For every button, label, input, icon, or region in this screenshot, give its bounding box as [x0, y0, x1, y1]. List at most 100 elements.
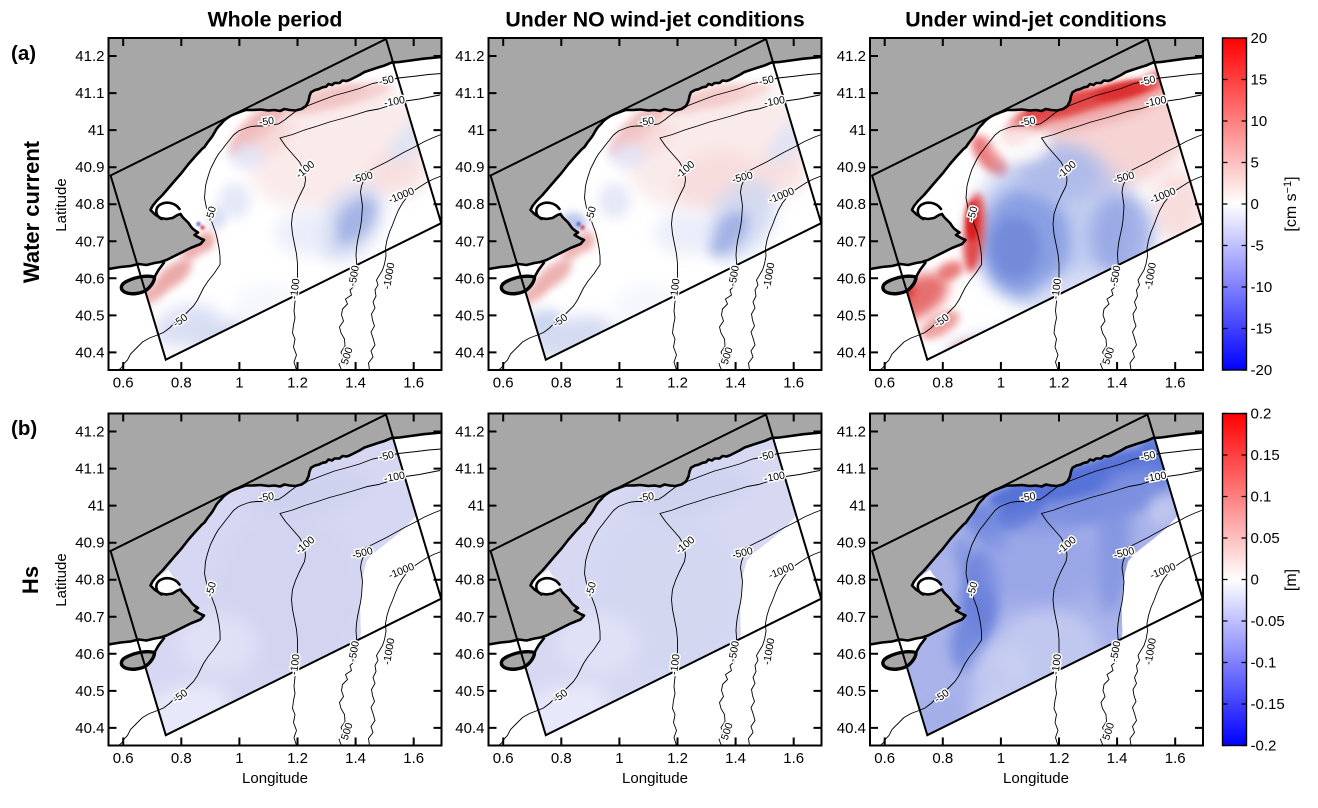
svg-text:40.8: 40.8 [455, 572, 484, 589]
svg-text:(a): (a) [11, 42, 36, 65]
svg-text:41.2: 41.2 [75, 48, 104, 65]
svg-text:-100: -100 [1145, 470, 1168, 485]
svg-text:40.9: 40.9 [837, 159, 866, 176]
svg-text:-100: -100 [288, 653, 302, 675]
svg-text:1.2: 1.2 [667, 750, 688, 767]
svg-text:40.4: 40.4 [837, 344, 866, 361]
svg-text:40.7: 40.7 [837, 609, 866, 626]
svg-text:-50: -50 [584, 205, 600, 223]
svg-text:0.05: 0.05 [1251, 530, 1280, 547]
svg-text:[m]: [m] [1283, 569, 1300, 591]
svg-text:40.8: 40.8 [75, 572, 104, 589]
svg-text:0.2: 0.2 [1251, 406, 1272, 423]
svg-text:-50: -50 [1139, 73, 1156, 88]
svg-text:41.2: 41.2 [837, 424, 866, 441]
svg-text:41: 41 [88, 498, 105, 515]
svg-text:1.6: 1.6 [1165, 750, 1186, 767]
svg-text:5: 5 [1251, 155, 1259, 172]
svg-text:41: 41 [849, 122, 866, 139]
svg-text:1.4: 1.4 [345, 750, 366, 767]
svg-text:1.2: 1.2 [1049, 375, 1070, 392]
svg-text:40.8: 40.8 [455, 196, 484, 213]
svg-text:1.6: 1.6 [783, 375, 804, 392]
svg-text:0.8: 0.8 [932, 750, 953, 767]
svg-text:41.1: 41.1 [455, 461, 484, 478]
svg-text:0.6: 0.6 [874, 375, 895, 392]
svg-text:-5: -5 [1251, 238, 1264, 255]
svg-text:41.1: 41.1 [75, 85, 104, 102]
svg-text:-100: -100 [763, 470, 786, 485]
svg-text:40.6: 40.6 [75, 270, 104, 287]
svg-text:40.7: 40.7 [455, 609, 484, 626]
svg-text:1.2: 1.2 [287, 750, 308, 767]
svg-text:Water current: Water current [19, 140, 44, 283]
svg-text:1.4: 1.4 [345, 375, 366, 392]
svg-text:40.6: 40.6 [837, 270, 866, 287]
svg-text:-50: -50 [584, 580, 600, 598]
svg-text:40.9: 40.9 [75, 159, 104, 176]
svg-text:1.4: 1.4 [725, 375, 746, 392]
svg-text:0: 0 [1251, 572, 1259, 589]
svg-text:40.6: 40.6 [455, 270, 484, 287]
svg-text:-500: -500 [351, 545, 374, 562]
svg-text:40.5: 40.5 [837, 683, 866, 700]
svg-text:40.9: 40.9 [75, 535, 104, 552]
svg-text:1: 1 [235, 375, 243, 392]
svg-text:40.7: 40.7 [837, 233, 866, 250]
svg-text:0.8: 0.8 [171, 375, 192, 392]
svg-text:-10: -10 [1251, 279, 1273, 296]
svg-text:-50: -50 [1139, 449, 1156, 464]
svg-text:41: 41 [849, 498, 866, 515]
svg-text:-50: -50 [378, 449, 395, 464]
svg-text:-500: -500 [727, 640, 742, 663]
svg-text:41.1: 41.1 [837, 461, 866, 478]
svg-text:(b): (b) [11, 417, 37, 440]
svg-text:-500: -500 [1108, 264, 1123, 287]
svg-text:1: 1 [615, 375, 623, 392]
svg-text:20: 20 [1251, 30, 1268, 47]
svg-text:1.2: 1.2 [287, 375, 308, 392]
svg-text:40.7: 40.7 [75, 233, 104, 250]
svg-text:41.2: 41.2 [837, 48, 866, 65]
svg-text:-100: -100 [288, 278, 302, 300]
svg-text:-50: -50 [638, 115, 655, 129]
svg-text:1: 1 [615, 750, 623, 767]
svg-text:1: 1 [235, 750, 243, 767]
svg-text:40.4: 40.4 [75, 720, 104, 737]
svg-text:-0.15: -0.15 [1251, 696, 1285, 713]
svg-text:0.6: 0.6 [874, 750, 895, 767]
svg-text:40.9: 40.9 [837, 535, 866, 552]
svg-text:-100: -100 [668, 653, 682, 675]
svg-text:40.4: 40.4 [837, 720, 866, 737]
svg-text:40.8: 40.8 [75, 196, 104, 213]
svg-text:0: 0 [1251, 196, 1259, 213]
svg-text:40.9: 40.9 [455, 159, 484, 176]
svg-text:-50: -50 [258, 490, 275, 504]
svg-text:41.2: 41.2 [455, 424, 484, 441]
svg-text:0.8: 0.8 [551, 375, 572, 392]
svg-text:0.6: 0.6 [113, 375, 134, 392]
svg-text:Whole period: Whole period [208, 8, 343, 32]
svg-text:1: 1 [997, 375, 1005, 392]
svg-text:10: 10 [1251, 113, 1268, 130]
svg-text:-100: -100 [1145, 94, 1168, 109]
svg-text:-500: -500 [727, 264, 742, 287]
svg-text:-500: -500 [1108, 640, 1123, 663]
svg-text:Hs: Hs [18, 566, 43, 594]
svg-text:Under NO wind-jet conditions: Under NO wind-jet conditions [505, 8, 804, 32]
svg-text:0.8: 0.8 [932, 375, 953, 392]
svg-text:0.8: 0.8 [551, 750, 572, 767]
svg-text:1.6: 1.6 [403, 375, 424, 392]
svg-text:1.6: 1.6 [783, 750, 804, 767]
svg-text:40.6: 40.6 [455, 646, 484, 663]
svg-text:Longitude: Longitude [622, 770, 688, 787]
svg-text:41.2: 41.2 [75, 424, 104, 441]
svg-text:40.5: 40.5 [455, 307, 484, 324]
svg-text:-50: -50 [1020, 490, 1037, 504]
svg-text:-50: -50 [1020, 115, 1037, 129]
svg-text:40.4: 40.4 [455, 720, 484, 737]
svg-text:40.8: 40.8 [837, 196, 866, 213]
svg-text:40.5: 40.5 [455, 683, 484, 700]
svg-text:41: 41 [468, 498, 485, 515]
svg-text:-100: -100 [383, 470, 406, 485]
